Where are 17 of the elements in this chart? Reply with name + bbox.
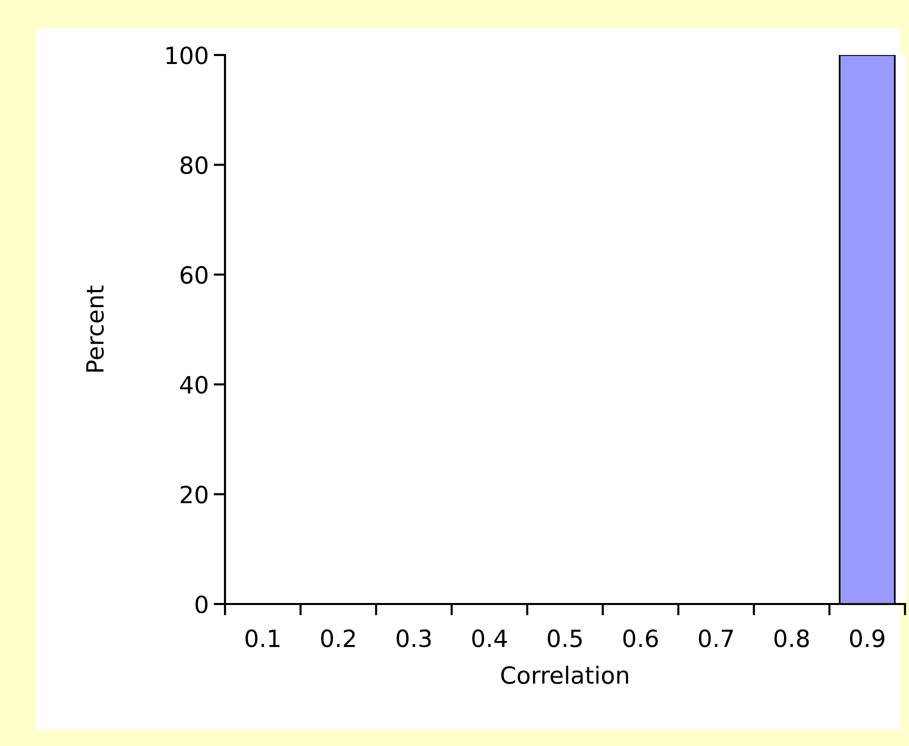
x-tick-label: 0.6: [623, 629, 658, 648]
x-tick-label: 0.5: [548, 629, 582, 648]
y-tick-label: 0: [196, 595, 208, 614]
y-tick-label: 60: [180, 266, 208, 284]
x-tick-label: 0.1: [246, 629, 280, 648]
x-tick-label: 0.7: [698, 629, 733, 648]
x-tick-label: 0.8: [774, 629, 809, 648]
y-tick-label: 40: [180, 376, 208, 394]
y-tick-label: 100: [166, 46, 208, 64]
x-tick-label: 0.4: [472, 629, 507, 648]
x-tick-label: 0.9: [850, 629, 884, 648]
x-axis-title: Correlation: [501, 666, 628, 684]
y-tick-label: 20: [180, 486, 208, 504]
x-tick-label: 0.2: [321, 629, 355, 648]
y-axis-title: Percent: [86, 286, 104, 372]
y-tick-label: 80: [180, 156, 208, 174]
x-tick-label: 0.3: [396, 629, 431, 648]
